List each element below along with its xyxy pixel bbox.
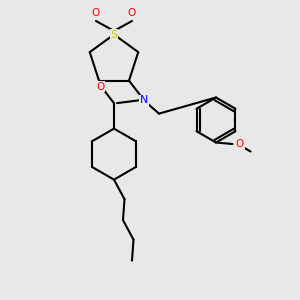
Text: O: O xyxy=(236,139,244,149)
Text: N: N xyxy=(140,95,148,105)
Text: O: O xyxy=(96,82,105,92)
Text: O: O xyxy=(92,8,100,19)
Text: S: S xyxy=(110,29,118,40)
Text: O: O xyxy=(128,8,136,19)
